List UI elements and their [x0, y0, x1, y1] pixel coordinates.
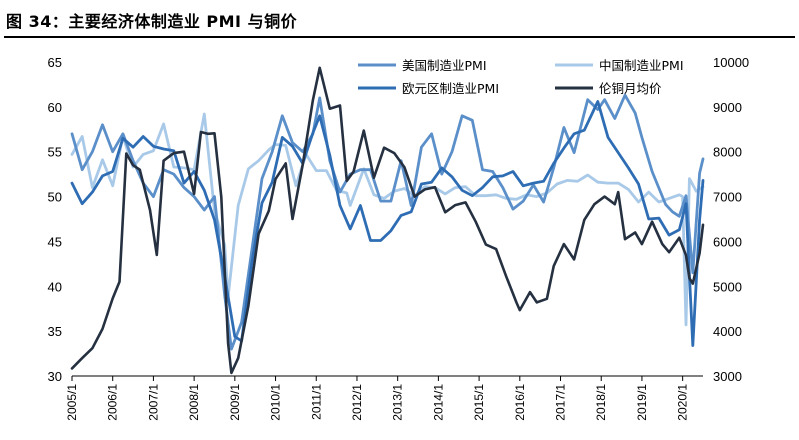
- series-line-2: [70, 112, 705, 327]
- right-y-tick-label: 6000: [713, 234, 742, 249]
- left-y-tick-label: 30: [48, 369, 62, 384]
- x-tick-label: 2016/1: [513, 384, 527, 421]
- legend-label: 中国制造业PMI: [599, 58, 684, 73]
- right-y-tick-label: 9000: [713, 100, 742, 115]
- figure-title: 图 34：主要经济体制造业 PMI 与铜价: [6, 12, 298, 31]
- x-tick-label: 2011/1: [309, 384, 323, 420]
- title-rule: [4, 36, 795, 38]
- series-layer: [70, 66, 705, 375]
- x-tick-label: 2008/1: [187, 384, 201, 421]
- x-tick-label: 2005/1: [65, 384, 79, 421]
- x-tick-label: 2018/1: [594, 384, 608, 421]
- right-y-tick-label: 10000: [713, 55, 749, 70]
- x-tick-label: 2013/1: [391, 384, 405, 421]
- series-line-3: [70, 100, 705, 347]
- x-tick-label: 2010/1: [269, 384, 283, 421]
- right-y-tick-label: 7000: [713, 190, 742, 205]
- left-y-tick-label: 40: [48, 279, 62, 294]
- x-tick-label: 2009/1: [228, 384, 242, 421]
- legend-label: 伦铜月均价: [599, 81, 662, 96]
- x-tick-label: 2020/1: [676, 384, 690, 421]
- x-tick-label: 2015/1: [472, 384, 486, 421]
- series-line-4: [70, 66, 705, 375]
- x-tick-label: 2014/1: [431, 384, 445, 421]
- x-tick-label: 2012/1: [350, 384, 364, 421]
- left-y-tick-label: 65: [48, 55, 62, 70]
- right-y-tick-label: 3000: [713, 369, 742, 384]
- legend-label: 欧元区制造业PMI: [402, 81, 499, 96]
- right-y-tick-label: 4000: [713, 324, 742, 339]
- legend-label: 美国制造业PMI: [402, 58, 487, 73]
- x-tick-label: 2006/1: [106, 384, 120, 421]
- series-line-1: [70, 93, 705, 351]
- left-y-tick-label: 35: [48, 324, 62, 339]
- x-tick-label: 2019/1: [635, 384, 649, 421]
- left-y-tick-label: 55: [48, 145, 62, 160]
- left-y-tick-label: 45: [48, 234, 62, 249]
- right-y-tick-label: 8000: [713, 145, 742, 160]
- axes: 30 35 40 45 50 55 60 65 3000 4000 5000 6000 7000 8000…: [48, 55, 750, 421]
- left-y-tick-label: 60: [48, 100, 62, 115]
- x-tick-label: 2017/1: [554, 384, 568, 421]
- left-y-tick-label: 50: [48, 190, 62, 205]
- right-y-tick-label: 5000: [713, 279, 742, 294]
- legend: 美国制造业PMI 中国制造业PMI 欧元区制造业PMI 伦铜月均价: [358, 58, 684, 96]
- x-tick-label: 2007/1: [146, 384, 160, 421]
